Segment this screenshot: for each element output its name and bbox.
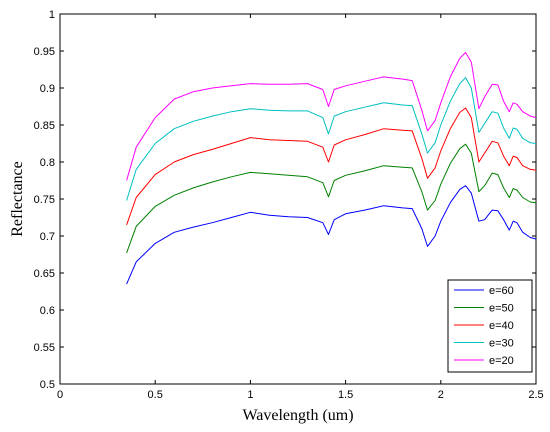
legend-entry: e=60 — [489, 285, 514, 297]
y-tick-label: 0.6 — [40, 305, 55, 317]
y-tick-label: 0.5 — [40, 379, 55, 391]
y-axis-label: Reflectance — [9, 161, 26, 237]
x-tick-label: 2 — [438, 389, 444, 401]
x-tick-label: 0.5 — [148, 389, 163, 401]
x-axis-ticks: 0 0.5 1 1.5 2 2.5 — [57, 14, 544, 401]
series-line-e-60 — [126, 185, 537, 285]
x-tick-label: 1 — [247, 389, 253, 401]
series-line-e-20 — [126, 52, 537, 181]
y-tick-label: 0.95 — [34, 46, 55, 58]
x-tick-label: 2.5 — [528, 389, 543, 401]
y-tick-label: 0.65 — [34, 268, 55, 280]
y-tick-label: 0.7 — [40, 231, 55, 243]
y-tick-label: 0.55 — [34, 342, 55, 354]
legend-entry: e=40 — [489, 320, 514, 332]
series-line-e-30 — [126, 77, 537, 201]
legend-entry: e=20 — [489, 355, 514, 367]
y-tick-label: 0.9 — [40, 83, 55, 95]
x-tick-label: 0 — [57, 389, 63, 401]
legend-box — [447, 279, 533, 373]
legend-entry: e=50 — [489, 303, 514, 315]
series-line-e-40 — [126, 107, 537, 226]
series-line-e-50 — [126, 143, 537, 254]
x-axis-label: Wavelength (um) — [242, 407, 353, 424]
y-axis-ticks: 0.5 0.55 0.6 0.65 0.7 0.75 0.8 0.85 0.9 0.95 1 — [34, 9, 536, 391]
y-tick-label: 0.85 — [34, 120, 55, 132]
y-tick-label: 1 — [49, 9, 55, 21]
legend-entry: e=30 — [489, 338, 514, 350]
legend: e=60 e=50 e=40 e=30 e=20 — [447, 279, 533, 373]
x-tick-label: 1.5 — [338, 389, 353, 401]
y-tick-label: 0.8 — [40, 157, 55, 169]
series-layer — [126, 52, 537, 285]
y-tick-label: 0.75 — [34, 194, 55, 206]
